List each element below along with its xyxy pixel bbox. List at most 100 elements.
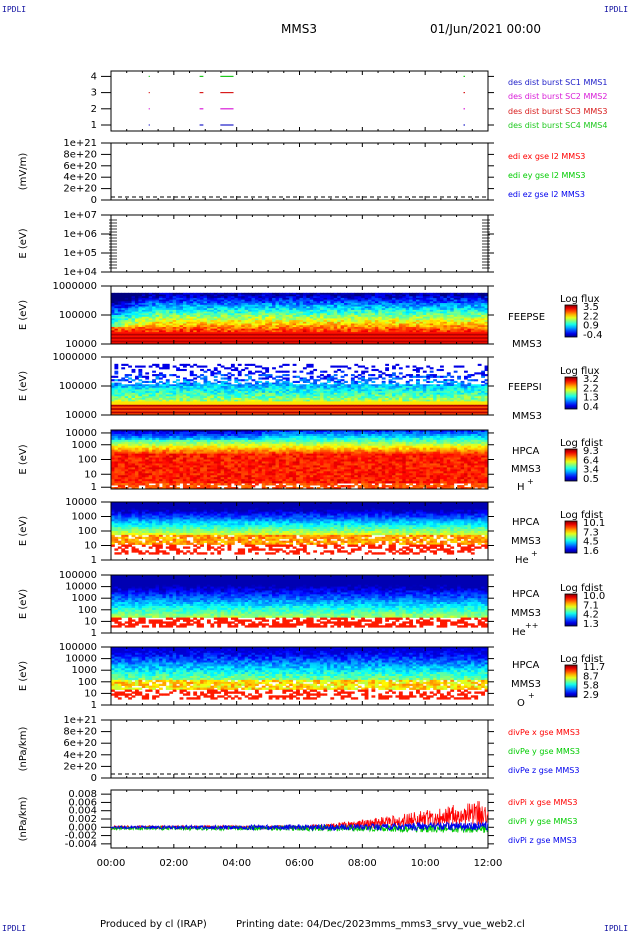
spectrogram-cell [182,365,187,368]
spectrogram-cell [227,301,232,304]
spectrogram-cell [278,304,283,307]
spectrogram-cell [220,342,225,345]
spectrogram-cell [268,338,273,341]
spectrogram-cell [272,328,276,331]
spectrogram-cell [230,313,235,316]
spectrogram-cell [261,313,266,316]
spectrogram-cell [141,375,146,378]
instrument-label: FEEPSE [508,312,545,323]
spectrogram-cell [289,332,294,335]
spectrogram-cell [196,296,201,299]
spectrogram-cell [268,303,273,306]
spectrogram-cell [292,308,297,311]
spectrogram-cell [282,297,287,301]
spectrogram-cell [182,301,187,304]
spectrogram-cell [306,318,311,321]
spectrogram-cell [196,316,201,319]
spectrogram-cell [193,315,198,318]
spectrogram-cell [268,332,273,335]
spectrogram-cell [292,363,297,366]
spectrogram-cell [302,311,307,314]
spectrogram-cell [306,316,311,319]
spectrogram-cell [251,379,256,382]
spectrogram-cell [203,296,208,299]
spectrogram-cell [289,315,294,318]
spectrogram-cell [248,304,252,307]
spectrogram-cell [124,311,129,314]
spectrogram-cell [261,303,266,306]
spectrogram-cell [200,321,204,324]
spectrogram-cell [282,328,287,331]
spectrogram-cell [172,294,177,297]
spectrogram-cell [158,304,163,307]
spectrogram-cell [210,374,215,377]
spectrogram-cell [172,328,177,331]
spectrogram-cell [292,380,297,383]
spectrogram-cell [278,292,283,295]
spectrogram-cell [285,306,290,309]
spectrogram-cell [254,308,259,311]
spectrogram-cell [152,328,156,331]
spectrogram-cell [189,342,194,345]
ytick-label: 3 [91,88,97,99]
spectrogram-cell [186,323,191,326]
spectrogram-cell [169,296,174,299]
spectrogram-cell [124,332,129,335]
spectrogram-cell [285,326,290,330]
spectrogram-cell [141,330,146,333]
spectrogram-cell [224,374,228,377]
spectrogram-cell [213,316,218,319]
spectrogram-cell [299,330,304,333]
spectrogram-cell [323,306,328,309]
spectrogram-cell [145,292,150,295]
spectrogram-cell [316,294,321,297]
spectrogram-cell [200,323,204,326]
spectrogram-cell [152,320,156,323]
spectrogram-cell [117,303,122,306]
spectrogram-cell [244,330,249,333]
spectrogram-cell [210,323,215,326]
spectrogram-cell [323,316,328,319]
spectrogram-cell [200,297,204,301]
spectrogram-cell [172,308,177,311]
spectrogram-cell [251,308,256,311]
spectrogram-cell [141,316,146,319]
spectrogram-cell [296,296,300,299]
spectrogram-cell [230,335,235,338]
spectrogram-cell [210,320,215,323]
ylabel: E (eV) [18,300,29,330]
spectrogram-cell [220,377,225,380]
spectrogram-cell [248,342,252,345]
spectrogram-cell [282,370,287,373]
spectrogram-cell [292,303,297,306]
spectrogram-cell [117,332,122,335]
spectrogram-cell [145,299,150,302]
spectrogram-cell [275,328,280,331]
spectrogram-cell [224,338,228,341]
spectrogram-cell [248,340,252,343]
spectrogram-cell [234,296,239,299]
spectrogram-cell [213,303,218,306]
spectrogram-cell [258,370,263,373]
spectrogram-cell [152,321,156,324]
spectrogram-cell [306,335,311,338]
spectrogram-cell [227,337,232,340]
spectrogram-cell [282,338,287,341]
spectrogram-cell [121,379,126,382]
spectrogram-cell [323,299,328,302]
spectrogram-cell [182,308,187,311]
spectrogram-cell [292,313,297,316]
spectrogram-cell [258,323,263,326]
spectrogram-cell [244,299,249,302]
spectrogram-cell [289,342,294,345]
spectrogram-cell [268,337,273,340]
spectrogram-cell [124,379,129,382]
spectrogram-cell [309,330,314,333]
spectrogram-cell [141,301,146,304]
spectrogram-cell [152,299,156,302]
spectrogram-cell [241,294,246,297]
spectrogram-cell [148,333,153,336]
spectrogram-cell [189,299,194,302]
spectrogram-cell [138,365,143,368]
spectrogram-cell [323,296,328,299]
